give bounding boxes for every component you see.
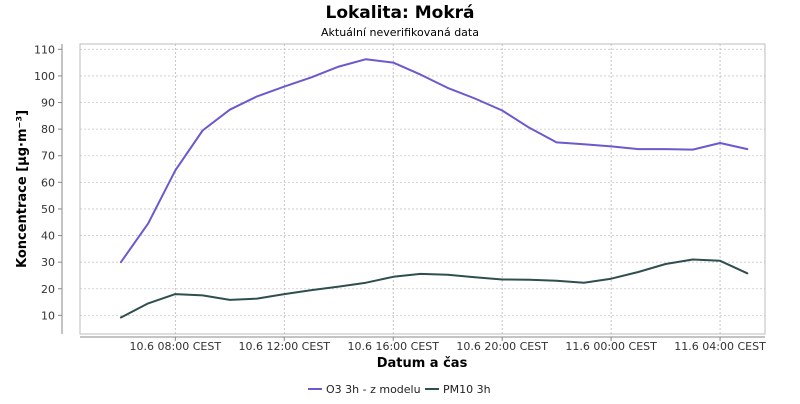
grid xyxy=(80,44,765,334)
x-tick-label: 10.6 08:00 CEST xyxy=(130,340,222,353)
x-tick-label: 11.6 00:00 CEST xyxy=(565,340,657,353)
y-tick-label: 70 xyxy=(41,150,55,163)
legend: O3 3h - z modelu PM10 3h xyxy=(308,383,491,396)
series-line-pm10 xyxy=(119,258,749,319)
y-axis-label: Koncentrace [µg·m⁻³] xyxy=(15,110,30,268)
chart-title: Lokalita: Mokrá xyxy=(325,3,474,23)
y-tick-label: 110 xyxy=(34,43,55,56)
y-axis-ticks: 10 20 30 40 50 60 70 80 90 100 110 xyxy=(34,43,62,322)
chart-subtitle: Aktuální neverifikovaná data xyxy=(321,26,479,39)
y-tick-label: 30 xyxy=(41,256,55,269)
y-tick-label: 100 xyxy=(34,70,55,83)
y-tick-label: 10 xyxy=(41,309,55,322)
y-tick-label: 60 xyxy=(41,176,55,189)
y-tick-label: 40 xyxy=(41,230,55,243)
plot-area-frame xyxy=(79,43,766,335)
y-tick-label: 50 xyxy=(41,203,55,216)
x-axis-ticks: 10.6 08:00 CEST 10.6 12:00 CEST 10.6 16:00… xyxy=(130,337,766,353)
legend-label-pm10: PM10 3h xyxy=(443,383,491,396)
series-lines xyxy=(119,58,749,319)
y-tick-label: 80 xyxy=(41,123,55,136)
series-line-o3 xyxy=(119,58,749,264)
x-tick-label: 10.6 12:00 CEST xyxy=(239,340,331,353)
x-tick-label: 10.6 20:00 CEST xyxy=(456,340,548,353)
x-axis-label: Datum a čas xyxy=(377,356,468,371)
legend-label-o3: O3 3h - z modelu xyxy=(326,383,421,396)
y-tick-label: 20 xyxy=(41,283,55,296)
x-tick-label: 10.6 16:00 CEST xyxy=(347,340,439,353)
x-tick-label: 11.6 04:00 CEST xyxy=(674,340,766,353)
y-tick-label: 90 xyxy=(41,97,55,110)
